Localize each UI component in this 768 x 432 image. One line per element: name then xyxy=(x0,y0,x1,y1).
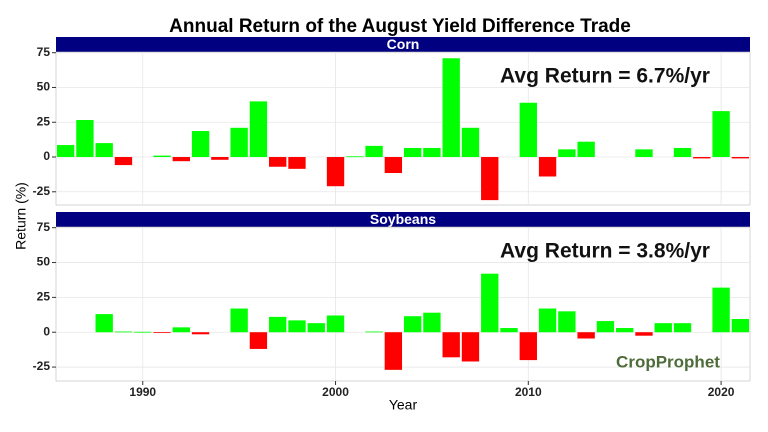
annotation: Avg Return = 3.8%/yr xyxy=(500,240,710,263)
bar xyxy=(423,312,441,333)
annotation: Avg Return = 6.7%/yr xyxy=(500,65,710,88)
bar xyxy=(211,157,229,160)
bar xyxy=(519,102,537,158)
bar xyxy=(731,157,750,159)
bar xyxy=(269,316,287,333)
panel-strip xyxy=(56,212,750,227)
y-tick-label: 0 xyxy=(43,149,50,163)
chart-title: Annual Return of the August Yield Differ… xyxy=(169,16,631,37)
bar xyxy=(461,332,480,362)
panel-background xyxy=(55,226,751,382)
bar xyxy=(365,145,383,158)
bar xyxy=(76,120,94,158)
bar xyxy=(307,323,325,333)
y-tick-label: -25 xyxy=(33,184,51,198)
y-tick-label: 50 xyxy=(37,80,51,94)
y-tick-label: -25 xyxy=(33,359,51,373)
x-axis-label: Year xyxy=(389,397,418,413)
x-tick-label: 1990 xyxy=(129,385,156,399)
bar xyxy=(172,327,190,333)
bar xyxy=(134,331,152,333)
bar xyxy=(538,308,557,333)
bar xyxy=(596,321,615,333)
bar xyxy=(461,127,480,158)
bar xyxy=(191,131,210,158)
y-tick-label: 0 xyxy=(43,324,50,338)
y-tick-label: 25 xyxy=(37,290,51,304)
bar xyxy=(95,143,113,158)
panel-title: Soybeans xyxy=(370,211,436,227)
bar xyxy=(114,331,133,333)
bar xyxy=(558,149,576,158)
panel-strip xyxy=(56,37,750,52)
bar xyxy=(442,332,460,358)
bar xyxy=(731,318,750,333)
bar xyxy=(712,111,730,158)
bar xyxy=(249,332,268,349)
bar xyxy=(423,147,441,158)
bar xyxy=(326,157,345,187)
panel-title: Corn xyxy=(387,36,420,52)
bar xyxy=(500,328,518,333)
bar xyxy=(673,147,692,158)
bar xyxy=(288,320,306,333)
bar xyxy=(481,273,499,333)
bar xyxy=(403,316,422,333)
logo: CropProphet xyxy=(616,352,720,371)
x-tick-label: 2000 xyxy=(322,385,349,399)
bar xyxy=(635,149,653,158)
panel-background xyxy=(55,51,751,206)
bar xyxy=(673,323,692,333)
y-axis-label: Return (%) xyxy=(13,182,29,250)
bar xyxy=(365,331,383,333)
bar xyxy=(191,332,210,335)
bar xyxy=(693,157,711,159)
bar xyxy=(654,323,672,333)
bar xyxy=(384,157,403,174)
bar xyxy=(269,157,287,167)
bar xyxy=(56,145,75,158)
bar xyxy=(326,315,345,333)
bar xyxy=(712,287,730,333)
bar xyxy=(153,332,171,334)
x-tick-label: 2010 xyxy=(515,385,542,399)
bar xyxy=(558,311,576,333)
bar xyxy=(577,332,595,339)
y-tick-label: 75 xyxy=(37,220,51,234)
bar xyxy=(288,157,306,169)
bar xyxy=(95,314,113,333)
bar xyxy=(346,156,364,158)
bar xyxy=(230,308,248,333)
bar xyxy=(577,141,595,158)
bar xyxy=(153,155,171,158)
bar xyxy=(230,127,248,158)
bar xyxy=(519,332,537,361)
bar xyxy=(442,58,460,158)
bar xyxy=(538,157,557,177)
bar xyxy=(384,332,403,370)
bar xyxy=(114,157,133,166)
y-tick-label: 25 xyxy=(37,114,51,128)
x-tick-label: 2020 xyxy=(708,385,735,399)
bar xyxy=(635,332,653,336)
bar xyxy=(172,157,190,162)
bar xyxy=(481,157,499,201)
bar xyxy=(616,328,634,333)
bar xyxy=(249,101,268,158)
y-tick-label: 50 xyxy=(37,255,51,269)
y-tick-label: 75 xyxy=(37,45,51,59)
bar xyxy=(403,147,422,158)
